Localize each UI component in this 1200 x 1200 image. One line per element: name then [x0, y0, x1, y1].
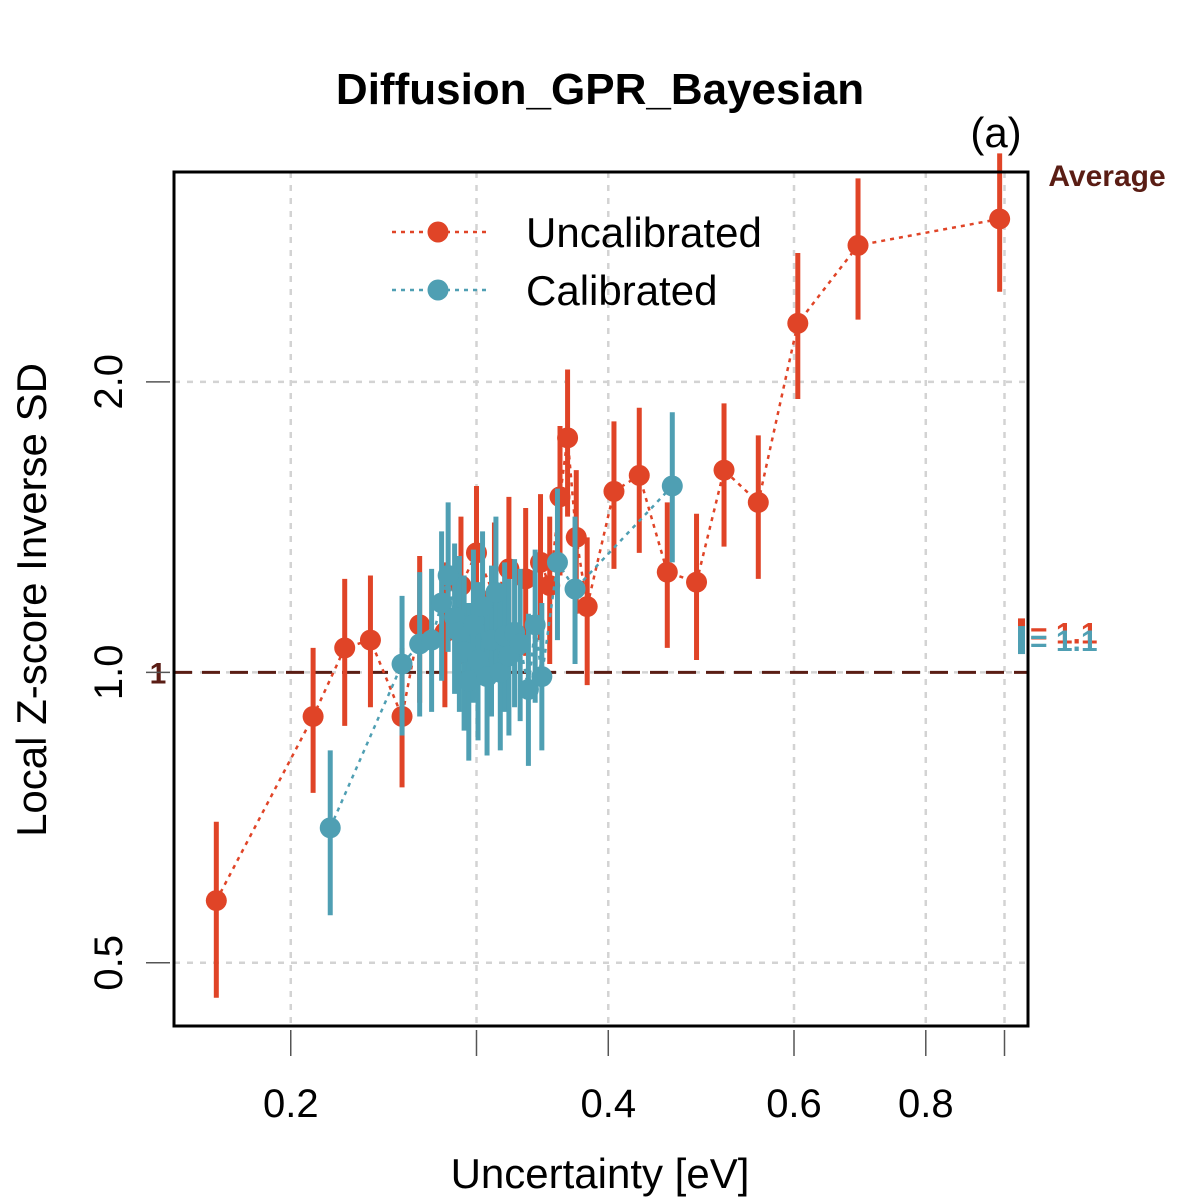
- data-point: [628, 464, 650, 486]
- series-connector-line: [215, 217, 1000, 902]
- data-point: [462, 614, 484, 636]
- average-value-label: = 1.1: [1030, 625, 1098, 658]
- x-tick-label: 0.6: [766, 1082, 822, 1126]
- data-point: [485, 581, 507, 603]
- legend-label: Calibrated: [526, 267, 717, 314]
- data-point: [467, 649, 489, 671]
- data-point: [517, 678, 539, 700]
- legend-swatch-marker: [427, 221, 449, 243]
- y-tick-label: 1.0: [87, 645, 131, 701]
- data-point: [359, 629, 381, 651]
- data-point: [713, 459, 735, 481]
- data-point: [509, 633, 531, 655]
- plot-frame: [172, 170, 1030, 1028]
- average-label: Average: [1048, 160, 1165, 193]
- x-axis-label: Uncertainty [eV]: [451, 1150, 750, 1197]
- data-point: [787, 312, 809, 334]
- data-point: [989, 208, 1011, 230]
- panel-label: (a): [970, 109, 1021, 156]
- data-point: [472, 596, 494, 618]
- y-tick-label: 2.0: [87, 354, 131, 410]
- data-point: [319, 817, 341, 839]
- data-point: [686, 571, 708, 593]
- average-marker: [1018, 626, 1025, 655]
- series-layer: [205, 153, 1011, 998]
- data-point: [557, 427, 579, 449]
- data-point: [531, 666, 553, 688]
- reference-line-label: 1: [150, 657, 167, 690]
- data-point: [546, 551, 568, 573]
- data-point: [431, 592, 453, 614]
- x-tick-label: 0.8: [898, 1082, 954, 1126]
- data-point: [847, 234, 869, 256]
- x-tick-label: 0.2: [263, 1082, 319, 1126]
- legend: Uncalibrated Calibrated: [392, 209, 762, 314]
- data-point: [656, 561, 678, 583]
- legend-label: Uncalibrated: [526, 209, 762, 256]
- data-point: [747, 491, 769, 513]
- data-point: [549, 486, 571, 508]
- data-point: [524, 614, 546, 636]
- data-point: [458, 670, 480, 692]
- data-point: [391, 653, 413, 675]
- average-value-label: = 1.1: [1030, 617, 1098, 650]
- axis-layer: 0.2 0.4 0.6 0.8 0.5 1.0 2.0: [87, 170, 1030, 1126]
- data-point: [576, 596, 598, 618]
- x-tick-label: 0.4: [580, 1082, 636, 1126]
- y-axis-label: Local Z-score Inverse SD: [8, 363, 55, 837]
- data-point: [437, 564, 459, 586]
- legend-swatch-marker: [427, 279, 449, 301]
- data-point: [205, 890, 227, 912]
- data-point: [489, 661, 511, 683]
- chart-title: Diffusion_GPR_Bayesian: [336, 65, 864, 114]
- data-point: [421, 629, 443, 651]
- data-point: [661, 475, 683, 497]
- average-margin: Average = 1.1= 1.1: [1018, 160, 1166, 658]
- series-calibrated: [319, 412, 683, 916]
- data-point: [564, 578, 586, 600]
- reference-line-layer: 1: [150, 657, 1028, 690]
- data-point: [334, 637, 356, 659]
- data-point: [603, 480, 625, 502]
- y-tick-label: 0.5: [87, 935, 131, 991]
- data-point: [302, 705, 324, 727]
